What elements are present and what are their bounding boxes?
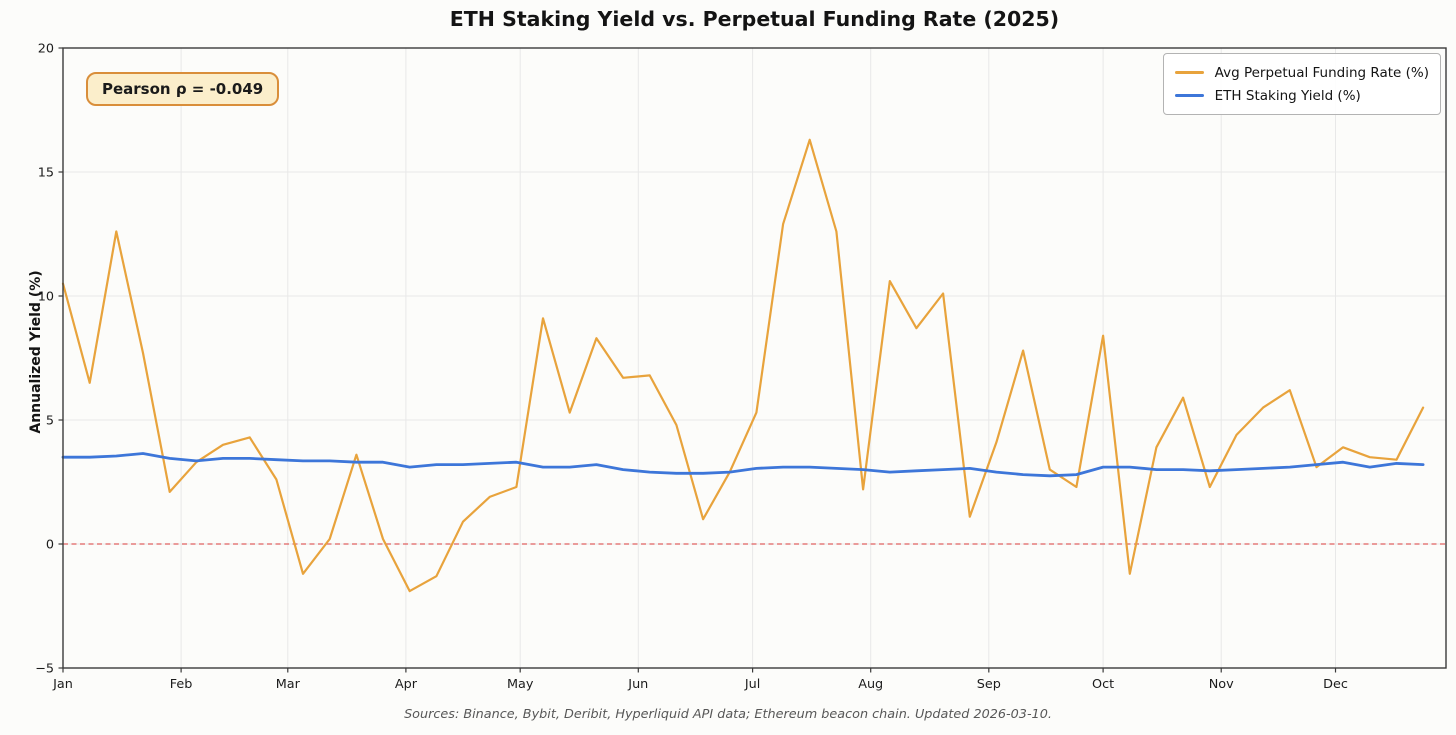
- footer-source-note: Sources: Binance, Bybit, Deribit, Hyperl…: [404, 707, 1052, 722]
- pearson-annotation: Pearson ρ = -0.049: [86, 72, 280, 106]
- x-tick-label: Mar: [276, 677, 301, 692]
- y-tick-label: 10: [38, 290, 54, 305]
- x-tick-label: Jun: [627, 677, 648, 692]
- legend-swatch-funding-rate-icon: [1174, 71, 1204, 74]
- chart-title: ETH Staking Yield vs. Perpetual Funding …: [449, 7, 1060, 31]
- x-tick-label: Jan: [52, 677, 73, 692]
- x-tick-label: Sep: [977, 677, 1001, 692]
- y-tick-label: 15: [38, 166, 54, 181]
- legend-item-staking-yield: ETH Staking Yield (%): [1174, 84, 1429, 107]
- y-tick-label: 20: [38, 42, 54, 57]
- legend: Avg Perpetual Funding Rate (%) ETH Staki…: [1162, 53, 1441, 115]
- x-tick-label: May: [507, 677, 534, 692]
- funding-rate-line: [61, 138, 1425, 593]
- x-tick-label: Oct: [1092, 677, 1114, 692]
- y-tick-label: −5: [35, 662, 54, 677]
- legend-label-funding-rate: Avg Perpetual Funding Rate (%): [1214, 64, 1429, 81]
- x-tick-label: Jul: [744, 677, 760, 692]
- legend-label-staking-yield: ETH Staking Yield (%): [1214, 87, 1361, 104]
- pearson-annotation-text: Pearson ρ = -0.049: [102, 80, 264, 98]
- plot-border: [62, 47, 1447, 669]
- x-tick-label: Aug: [858, 677, 883, 692]
- x-tick-label: Dec: [1323, 677, 1348, 692]
- x-tick-label: Apr: [395, 677, 418, 692]
- staking-yield-line: [61, 452, 1425, 478]
- legend-swatch-staking-yield-icon: [1174, 94, 1204, 97]
- x-tick-label: Feb: [170, 677, 193, 692]
- x-tick-label: Nov: [1209, 677, 1234, 692]
- y-tick-label: 5: [46, 414, 54, 429]
- y-axis-label: Annualized Yield (%): [28, 270, 44, 434]
- y-tick-label: 0: [46, 538, 54, 553]
- legend-item-funding-rate: Avg Perpetual Funding Rate (%): [1174, 61, 1429, 84]
